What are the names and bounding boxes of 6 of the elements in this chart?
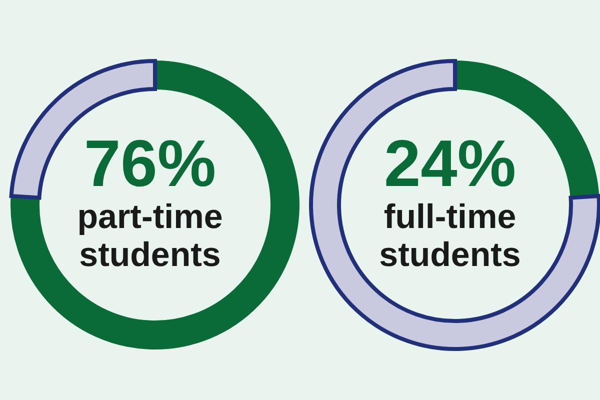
slice-label: part-time students	[76, 198, 224, 274]
data-label: 24%	[382, 126, 518, 200]
slice-label: full-time students	[378, 198, 522, 274]
data-label: 76%	[82, 126, 218, 200]
donut-slice	[309, 59, 600, 351]
donut-slice	[10, 60, 300, 350]
